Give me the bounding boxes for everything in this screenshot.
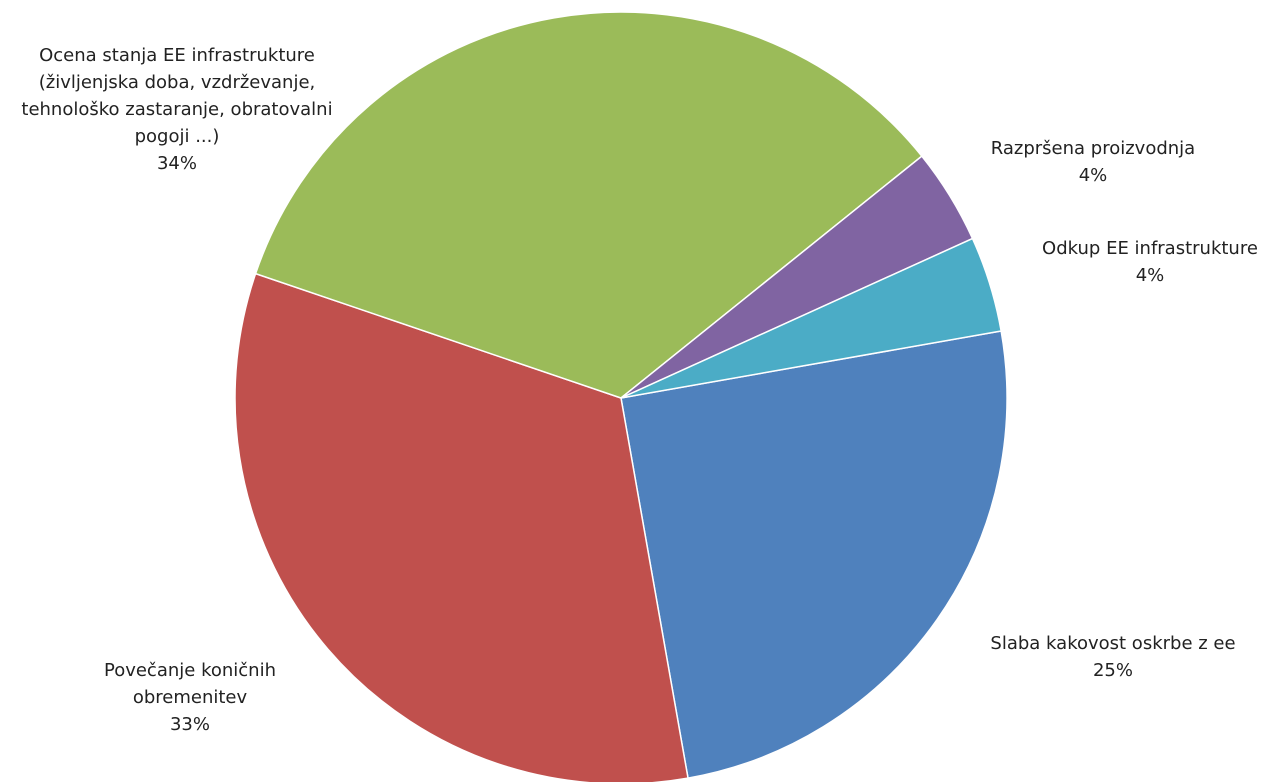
slice-label: Ocena stanja EE infrastrukture (življenj… xyxy=(2,42,352,177)
slice-label: Povečanje koničnih obremenitev 33% xyxy=(75,657,305,738)
percent-label: 33% xyxy=(169,714,210,735)
slice-label: Odkup EE infrastrukture 4% xyxy=(1010,235,1285,289)
pie-slice xyxy=(620,237,1003,399)
percent-label: 25% xyxy=(1092,660,1133,681)
percent-label: 34% xyxy=(156,153,197,174)
pie-slice xyxy=(234,272,689,782)
category-name: Slaba kakovost oskrbe z ee xyxy=(990,633,1236,654)
category-name: Ocena stanja EE infrastrukture (življenj… xyxy=(21,45,333,147)
slice-label: Slaba kakovost oskrbe z ee 25% xyxy=(953,630,1273,684)
category-name: Odkup EE infrastrukture xyxy=(1042,238,1258,259)
pie-slice xyxy=(620,330,1008,780)
pie-slice xyxy=(254,11,923,399)
category-name: Razpršena proizvodnja xyxy=(990,138,1196,159)
category-name: Povečanje koničnih obremenitev xyxy=(103,660,276,708)
slice-label: Razpršena proizvodnja 4% xyxy=(943,135,1243,189)
percent-label: 4% xyxy=(1135,265,1165,286)
percent-label: 4% xyxy=(1078,165,1108,186)
